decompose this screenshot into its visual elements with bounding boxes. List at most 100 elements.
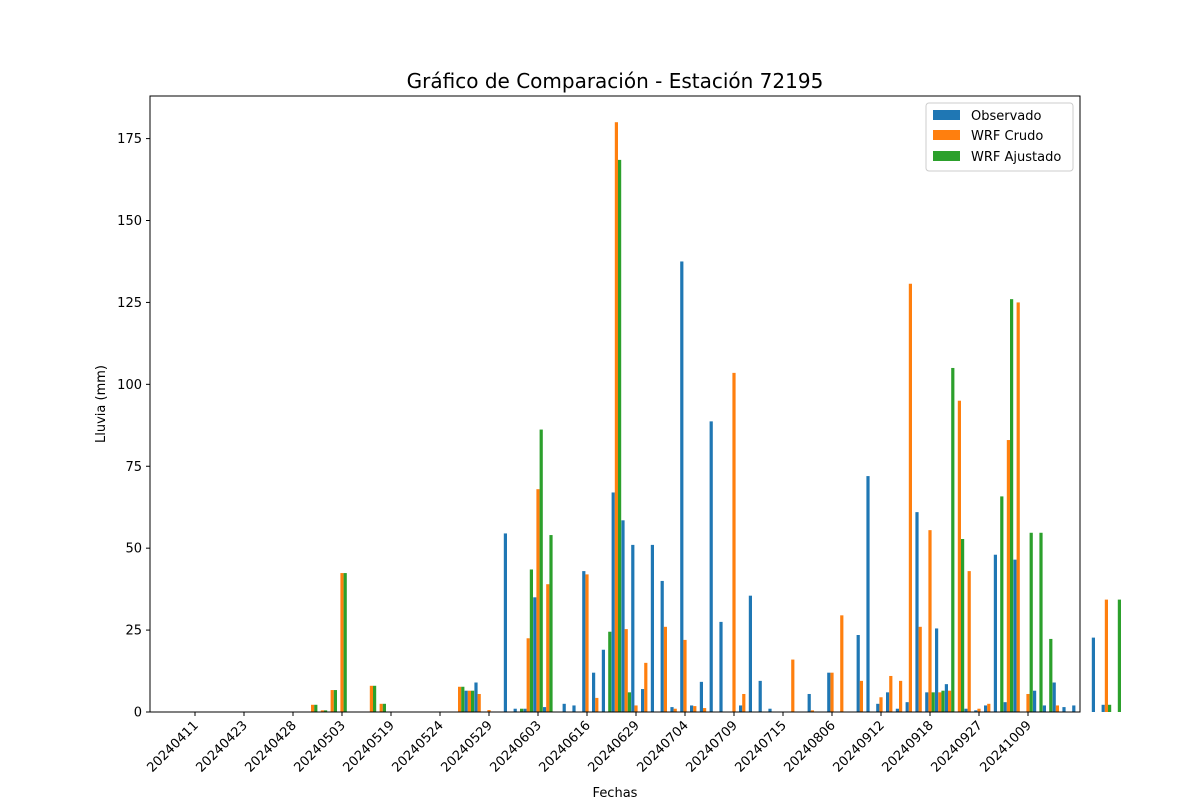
x-tick-label: 20240918: [879, 718, 936, 775]
bar-wrf-crudo: [957, 400, 961, 712]
bar-wrf-crudo: [879, 697, 883, 712]
bar-wrf-crudo: [624, 629, 628, 712]
bar-observado: [621, 520, 625, 712]
bar-wrf-crudo: [948, 690, 952, 712]
bar-wrf-crudo: [840, 615, 844, 712]
bar-observado: [592, 672, 596, 712]
bar-observado: [464, 690, 468, 712]
y-tick-label: 75: [125, 460, 142, 475]
y-tick-label: 0: [134, 706, 142, 721]
bar-wrf-crudo: [987, 703, 991, 712]
bar-wrf-crudo: [1016, 302, 1020, 712]
bar-observado: [925, 692, 929, 712]
bar-wrf-ajustado: [539, 429, 543, 712]
bar-observado: [533, 597, 537, 712]
x-axis: 2024041120240423202404282024050320240519…: [144, 712, 1035, 776]
x-tick-label: 20240524: [389, 718, 446, 775]
x-tick-label: 20240411: [144, 718, 201, 775]
bar-wrf-ajustado: [1039, 532, 1043, 712]
bar-observado: [905, 702, 909, 712]
bar-wrf-crudo: [683, 639, 687, 712]
bar-wrf-crudo: [703, 708, 707, 712]
bar-observado: [935, 628, 939, 712]
bar-wrf-crudo: [673, 708, 677, 712]
x-tick-label: 20241009: [977, 718, 1034, 775]
bar-wrf-ajustado: [627, 692, 631, 712]
y-tick-label: 25: [125, 624, 142, 639]
bar-observado: [699, 681, 703, 712]
bar-wrf-crudo: [967, 571, 971, 712]
bar-observado: [503, 533, 507, 712]
y-tick-label: 125: [117, 296, 142, 311]
bar-observado: [670, 707, 674, 712]
bar-observado: [572, 705, 576, 712]
bar-observado: [974, 710, 978, 712]
legend: Observado WRF Crudo WRF Ajustado: [925, 102, 1074, 172]
bar-wrf-crudo: [487, 710, 491, 712]
legend-box: [925, 102, 1074, 172]
x-tick-label: 20240519: [340, 718, 397, 775]
bar-wrf-ajustado: [1029, 532, 1033, 712]
bar-wrf-crudo: [830, 672, 834, 712]
bar-wrf-ajustado: [608, 631, 612, 712]
chart-title: Gráfico de Comparación - Estación 72195: [407, 69, 824, 93]
bar-observado: [915, 512, 919, 712]
bar-observado: [984, 705, 988, 712]
x-tick-label: 20240629: [585, 718, 642, 775]
bar-observado: [876, 703, 880, 712]
bar-wrf-crudo: [859, 680, 863, 712]
y-tick-label: 150: [117, 214, 142, 229]
bar-wrf-ajustado: [373, 685, 377, 712]
bar-observado: [1101, 704, 1105, 712]
legend-swatch-observado: [933, 110, 960, 120]
bar-wrf-ajustado: [461, 686, 465, 712]
x-tick-label: 20240912: [830, 718, 887, 775]
bar-wrf-ajustado: [1000, 496, 1004, 712]
bar-wrf-crudo: [791, 659, 795, 712]
y-tick-label: 175: [117, 132, 142, 147]
bar-observado: [1033, 690, 1037, 712]
bar-wrf-crudo: [928, 530, 932, 712]
y-axis-label: Lluvia (mm): [94, 365, 109, 443]
bar-observado: [866, 476, 870, 712]
bar-wrf-crudo: [732, 372, 736, 712]
bar-wrf-crudo: [1026, 693, 1030, 712]
bar-wrf-ajustado: [549, 535, 553, 712]
bar-wrf-ajustado: [324, 710, 328, 712]
bar-wrf-crudo: [977, 708, 981, 712]
x-tick-label: 20240503: [291, 718, 348, 775]
bar-observado: [611, 492, 615, 712]
bar-observado: [807, 693, 811, 712]
bar-wrf-ajustado: [529, 569, 533, 712]
bar-observado: [690, 705, 694, 712]
bar-wrf-ajustado: [1108, 704, 1112, 712]
x-tick-label: 20240715: [732, 718, 789, 775]
bar-wrf-crudo: [810, 710, 814, 712]
x-tick-label: 20240603: [487, 718, 544, 775]
bar-observado: [895, 708, 899, 712]
bar-observado: [768, 708, 772, 712]
bar-wrf-crudo: [369, 685, 373, 712]
bar-observado: [543, 707, 547, 712]
bar-wrf-crudo: [340, 573, 344, 712]
bar-observado: [856, 635, 860, 712]
bar-wrf-crudo: [742, 693, 746, 712]
bar-observado: [1052, 682, 1056, 712]
bar-wrf-ajustado: [618, 159, 622, 712]
bar-wrf-crudo: [320, 710, 324, 712]
bar-wrf-crudo: [644, 662, 648, 712]
bar-wrf-crudo: [614, 122, 618, 712]
bar-wrf-ajustado: [951, 367, 955, 712]
bar-observado: [660, 580, 664, 712]
x-tick-label: 20240704: [634, 718, 691, 775]
bar-observado: [601, 649, 605, 712]
bar-wrf-crudo: [467, 690, 471, 712]
bar-wrf-ajustado: [941, 690, 945, 712]
bar-observado: [964, 708, 968, 712]
bar-observado: [582, 571, 586, 712]
bar-wrf-crudo: [379, 703, 383, 712]
x-tick-label: 20240529: [438, 718, 495, 775]
bar-wrf-crudo: [663, 626, 667, 712]
bar-wrf-ajustado: [520, 708, 524, 712]
